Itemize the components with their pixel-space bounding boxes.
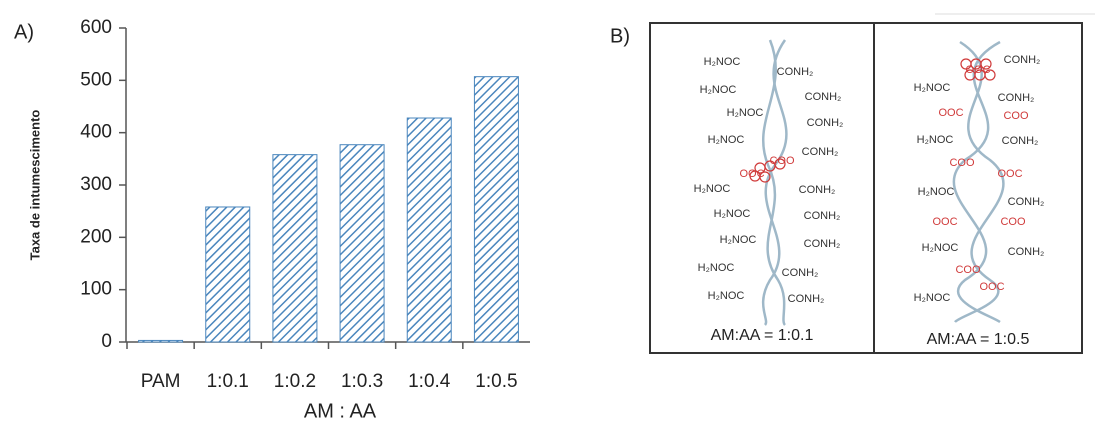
x-tick-label: 1:0.3 xyxy=(341,371,383,392)
x-tick-label: 1:0.4 xyxy=(408,371,451,392)
chemical-group: H₂NOC xyxy=(914,82,951,94)
bar xyxy=(474,77,518,342)
chemical-group: CONH₂ xyxy=(1004,54,1041,66)
chemical-group: CONH₂ xyxy=(1002,135,1039,147)
bar xyxy=(340,145,384,342)
y-tick-label: 400 xyxy=(80,122,112,143)
x-tick-label: 1:0.5 xyxy=(475,371,517,392)
bar xyxy=(139,340,183,342)
chemical-group: H₂NOC xyxy=(922,242,959,254)
bar xyxy=(407,118,451,342)
y-tick-label: 0 xyxy=(101,331,112,352)
panel-label: A) xyxy=(14,21,34,43)
chemical-group: H₂NOC xyxy=(720,234,757,246)
x-tick-label: PAM xyxy=(141,371,181,392)
chemical-group: OOC xyxy=(997,168,1022,180)
chemical-group: COO xyxy=(955,264,981,276)
chemical-group: CONH₂ xyxy=(804,210,841,222)
y-axis-label: Taxa de intumescimento xyxy=(27,110,42,261)
bar xyxy=(206,207,250,342)
chemical-group: H₂NOC xyxy=(700,84,737,96)
chemical-group: CONH₂ xyxy=(807,117,844,129)
figure: A) Taxa de intumescimento AM : AA B) 0 10… xyxy=(0,0,1097,424)
polymer-chain xyxy=(763,40,1003,325)
chemical-group: CONH₂ xyxy=(788,293,825,305)
diagram-caption: AM:AA = 1:0.1 xyxy=(711,327,814,344)
chemical-group: OOC xyxy=(739,168,764,180)
chemical-group: H₂NOC xyxy=(918,186,955,198)
chemical-group: H₂NOC xyxy=(704,56,741,68)
chemical-group: CONH₂ xyxy=(799,184,836,196)
chemical-group: COO xyxy=(769,155,795,167)
bar xyxy=(273,155,317,342)
chemical-group: H₂NOC xyxy=(698,262,735,274)
chemical-group: CONH₂ xyxy=(998,92,1035,104)
y-tick-label: 100 xyxy=(80,279,112,300)
chemical-group: H₂NOC xyxy=(708,134,745,146)
chemical-group: CONH₂ xyxy=(777,66,814,78)
chemical-group: OOC xyxy=(979,281,1004,293)
chemical-group: OOC xyxy=(965,64,990,76)
chemical-group: H₂NOC xyxy=(714,208,751,220)
chemical-group: CONH₂ xyxy=(1008,246,1045,258)
chemical-group: CONH₂ xyxy=(804,238,841,250)
chemical-group: CONH₂ xyxy=(802,146,839,158)
chemical-group: CONH₂ xyxy=(782,267,819,279)
chemical-group: H₂NOC xyxy=(708,290,745,302)
chemical-group: H₂NOC xyxy=(914,292,951,304)
chemical-group: OOC xyxy=(938,107,963,119)
y-tick-label: 200 xyxy=(80,226,112,247)
chemical-group: H₂NOC xyxy=(727,107,764,119)
x-tick-label: 1:0.1 xyxy=(207,371,249,392)
chemical-group: CONH₂ xyxy=(805,91,842,103)
chemical-group: COO xyxy=(949,157,975,169)
y-tick-label: 600 xyxy=(80,17,112,38)
diagram-caption: AM:AA = 1:0.5 xyxy=(927,331,1030,348)
x-tick-label: 1:0.2 xyxy=(274,371,316,392)
panel-label: B) xyxy=(610,25,630,47)
chemical-group: H₂NOC xyxy=(917,134,954,146)
chemical-group: COO xyxy=(1000,216,1026,228)
y-tick-label: 300 xyxy=(80,174,112,195)
x-axis-label: AM : AA xyxy=(304,400,377,422)
chemical-group: H₂NOC xyxy=(694,183,731,195)
chemical-group: OOC xyxy=(932,216,957,228)
y-tick-label: 500 xyxy=(80,69,112,90)
chemical-group: CONH₂ xyxy=(1008,196,1045,208)
chemical-group: COO xyxy=(1003,110,1029,122)
